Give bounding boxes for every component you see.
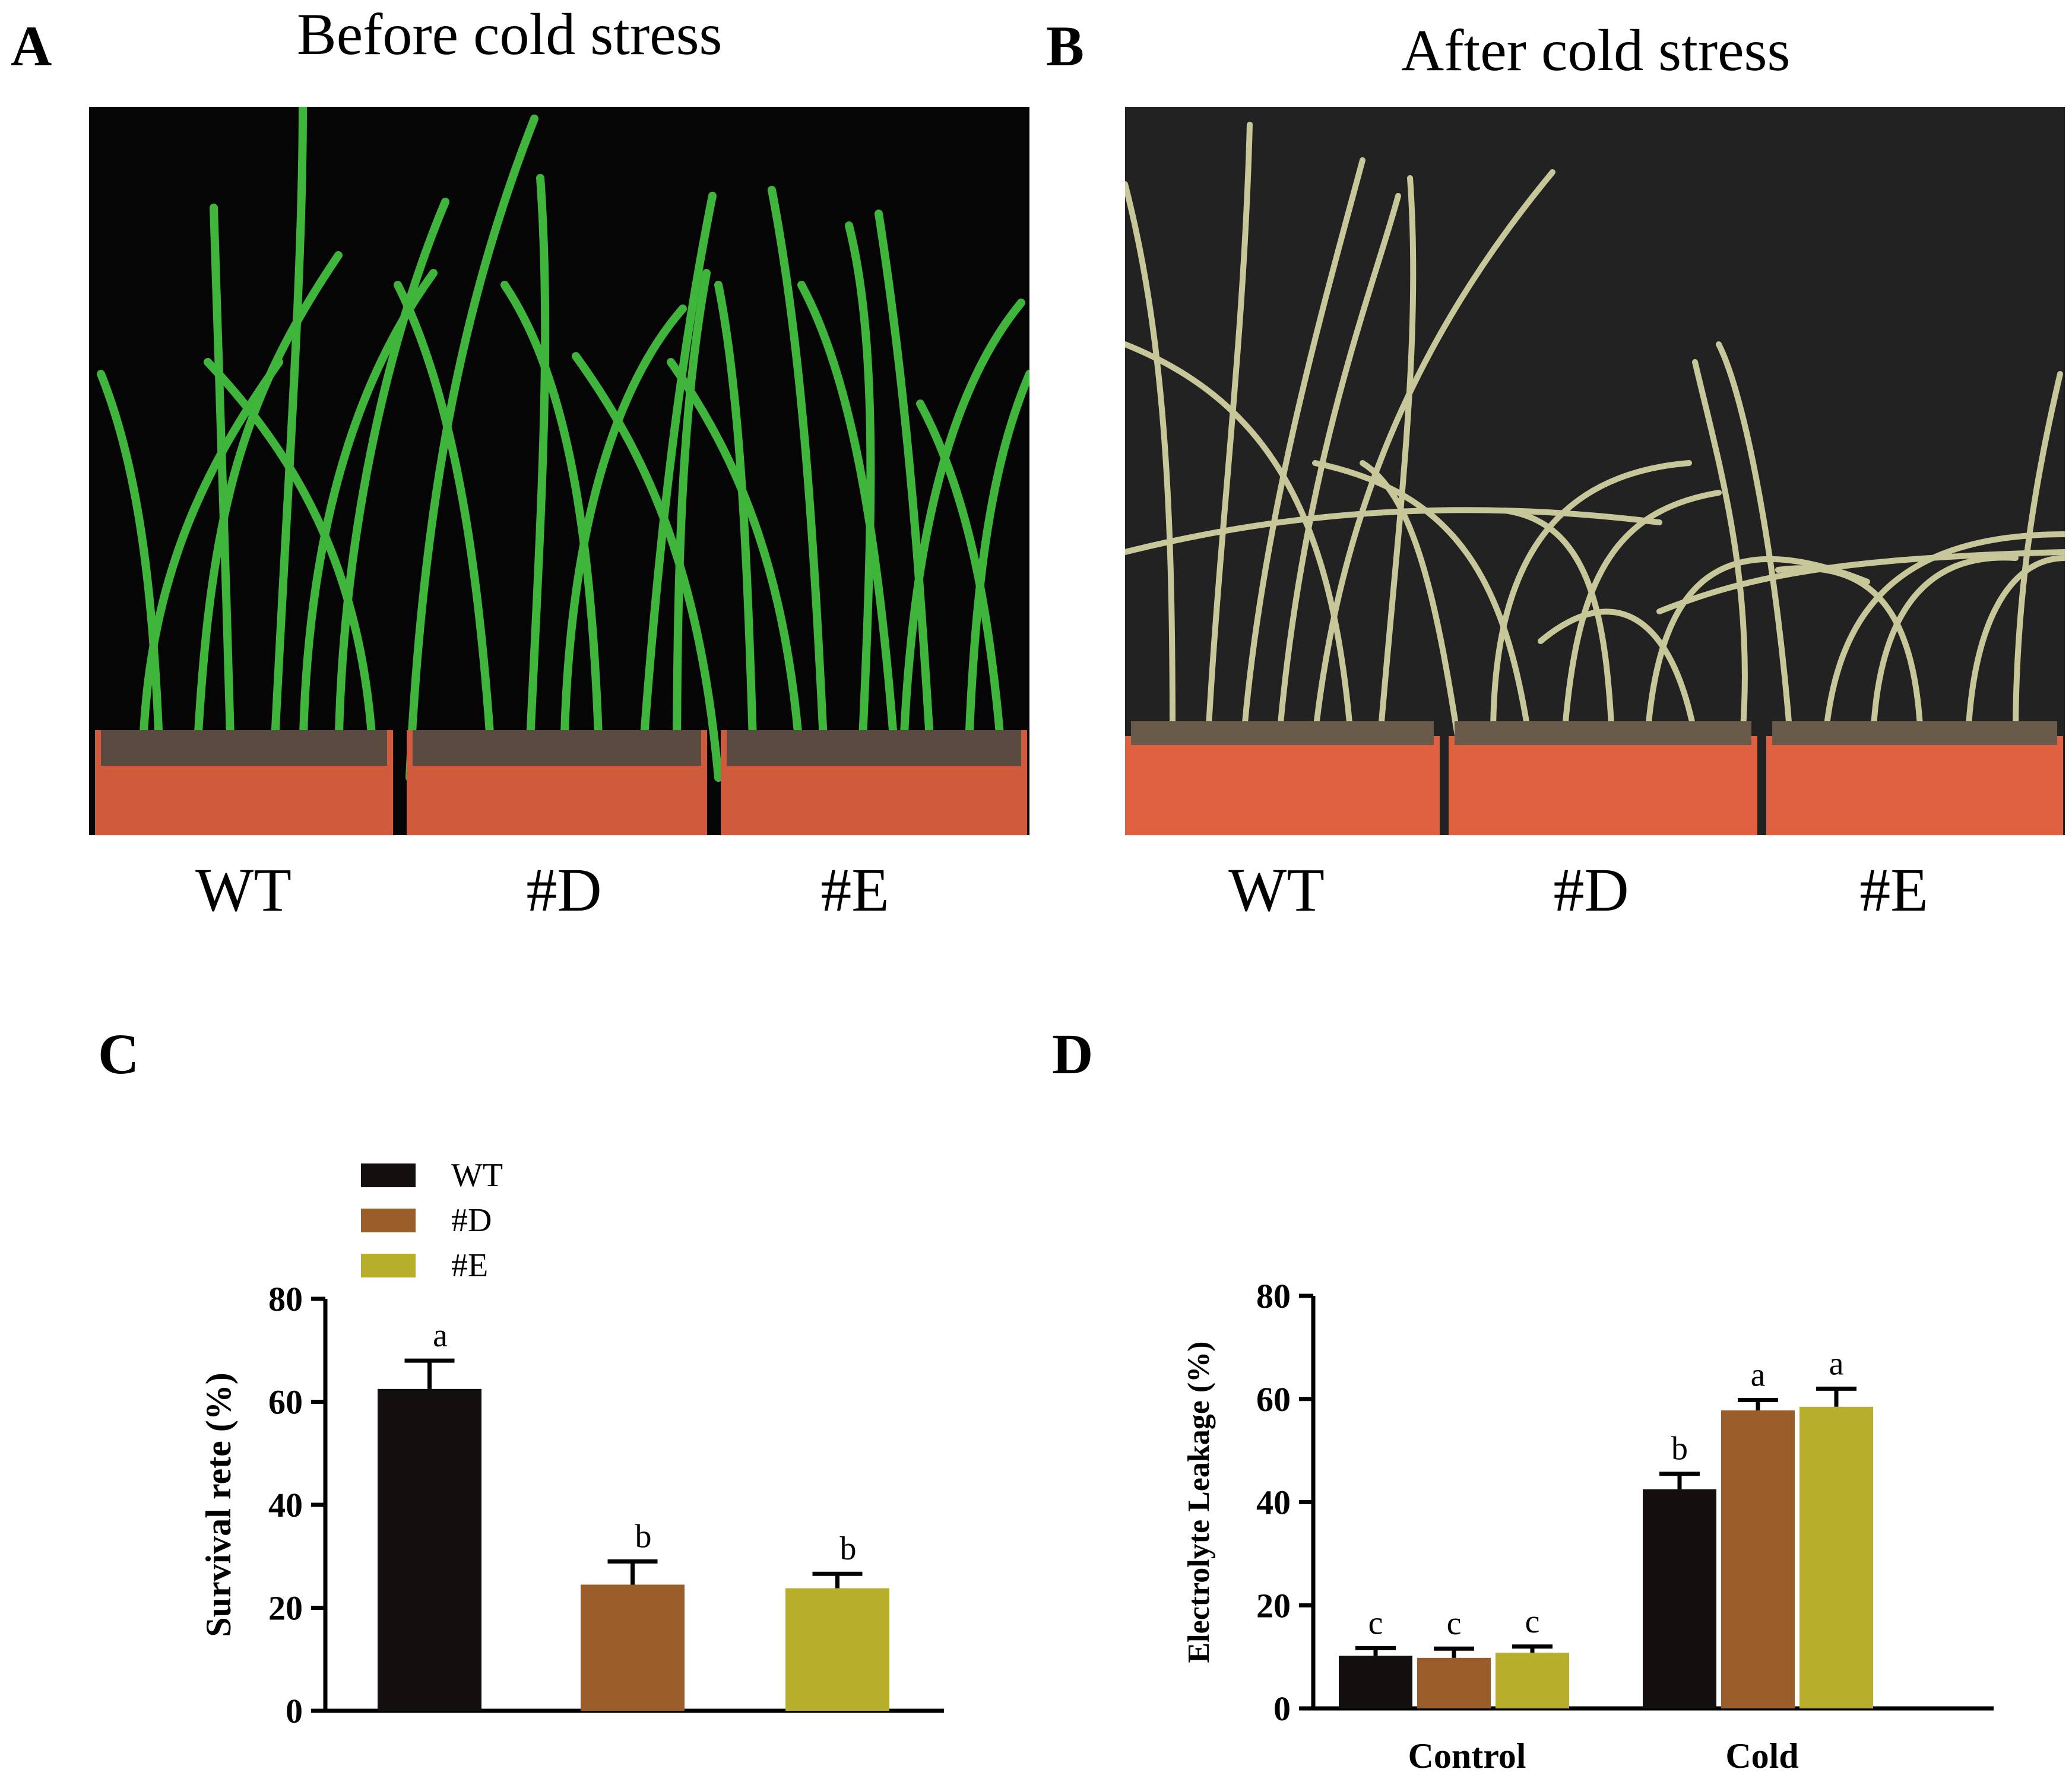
y-tick-label-60: 60: [1256, 1380, 1291, 1419]
y-tick-label-20: 20: [268, 1589, 303, 1628]
label-a-d: #D: [526, 856, 602, 924]
y-tick-label-60: 60: [268, 1383, 303, 1422]
label-a-e: #E: [820, 856, 889, 924]
label-b-d: #D: [1553, 856, 1629, 924]
sig-letter-0-1: b: [1671, 1431, 1688, 1467]
panel-b-title: After cold stress: [1401, 17, 1791, 83]
bar-E-cold: [1799, 1406, 1873, 1708]
sig-letter-1-0: c: [1447, 1605, 1462, 1642]
y-tick-label-0: 0: [286, 1692, 303, 1730]
sig-letter-2-0: c: [1525, 1603, 1540, 1640]
sig-letter-1-1: a: [1751, 1356, 1766, 1393]
y-tick-label-40: 40: [1256, 1483, 1291, 1522]
y-axis-label: Survival rete (%): [199, 1372, 238, 1637]
sig-letter-2-1: a: [1829, 1345, 1844, 1382]
y-tick-label-0: 0: [1273, 1689, 1291, 1728]
bar-0: [378, 1388, 481, 1711]
y-tick-label-40: 40: [268, 1486, 303, 1524]
legend-label-0: WT: [451, 1157, 503, 1194]
y-axis-label: Electrolyte Leakage (%): [1182, 1342, 1216, 1663]
bar-E-control: [1496, 1653, 1569, 1708]
bar-D-control: [1417, 1657, 1491, 1708]
legend-swatch-1: [361, 1209, 416, 1232]
panel-letter-b: B: [1046, 14, 1085, 78]
legend-label-2: #E: [451, 1247, 488, 1284]
bar-D-cold: [1721, 1410, 1795, 1708]
legend-swatch-2: [361, 1254, 416, 1277]
chart-electrolyte-leakage: 0 20 40 60 80 Electrolyte Leakage (%) Control c…: [1182, 1277, 1994, 1776]
panel-letter-a: A: [11, 14, 52, 78]
y-tick-label-80: 80: [1256, 1277, 1291, 1315]
rice-seedlings-healthy: [95, 107, 1029, 835]
label-b-e: #E: [1859, 856, 1928, 924]
x-category-label-1: Cold: [1725, 1736, 1798, 1776]
legend-label-1: #D: [451, 1202, 492, 1239]
panel-a-title: Before cold stress: [297, 1, 723, 67]
sig-letter-0-0: c: [1368, 1605, 1383, 1641]
photo-before-cold: [89, 107, 1029, 835]
legend-swatch-0: [361, 1163, 416, 1187]
bar-1: [581, 1584, 685, 1711]
y-tick-label-80: 80: [268, 1280, 303, 1318]
x-category-label-0: Control: [1408, 1736, 1526, 1776]
bar-WT-control: [1339, 1656, 1412, 1708]
panel-letter-c: C: [98, 1022, 140, 1086]
rice-seedlings-wilted: [1125, 122, 2065, 835]
sig-letter-2: b: [840, 1530, 857, 1567]
panel-letter-d: D: [1052, 1022, 1094, 1086]
bar-2: [785, 1588, 889, 1711]
label-b-wt: WT: [1228, 856, 1325, 924]
bar-WT-cold: [1643, 1489, 1716, 1708]
y-tick-label-20: 20: [1256, 1586, 1291, 1625]
photo-after-cold: [1125, 107, 2065, 835]
chart-survival-rate: WT #D #E 0 20 40 60 80 Survival rete (%) a b b: [199, 1157, 944, 1730]
sig-letter-0: a: [433, 1317, 448, 1354]
sig-letter-1: b: [635, 1518, 652, 1555]
label-a-wt: WT: [195, 856, 292, 924]
